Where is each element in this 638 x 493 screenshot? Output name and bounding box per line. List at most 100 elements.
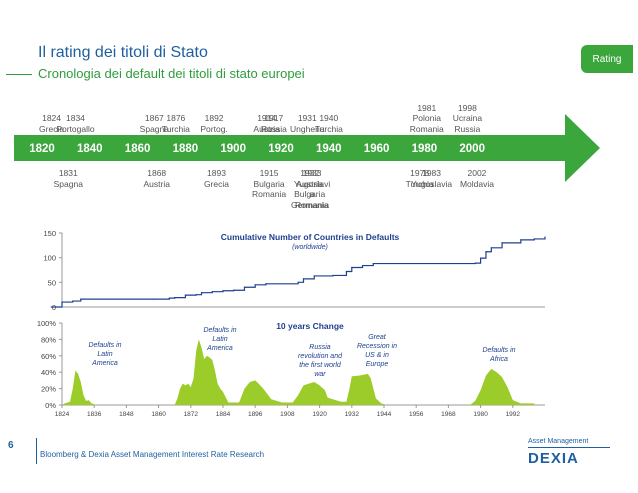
y-tick-label: 100%	[37, 319, 57, 328]
timeline-arrow: 1820 1840 1860 1880 1900 1920 1940 1960 1980 2000	[14, 114, 600, 182]
default-event-countries: Ucraina Russia	[452, 113, 483, 134]
timeline-year-1940: 1940	[316, 143, 342, 155]
cumulative-point	[200, 292, 203, 294]
x-tick-label: 1860	[151, 411, 166, 418]
default-event-year: 1917	[264, 113, 284, 123]
chart-title: Cumulative Number of Countries in Defaul…	[221, 232, 400, 242]
default-event-countries: Spagna	[139, 123, 169, 134]
default-event-year: 1914	[257, 113, 277, 123]
cumulative-point	[233, 289, 235, 291]
y-tick-label: 40%	[41, 368, 56, 377]
default-event-above-1940: 1940 Turchia	[315, 113, 343, 134]
timeline-year-1980: 1980	[412, 143, 438, 155]
cumulative-point	[72, 300, 74, 302]
timeline-year-1920: 1920	[268, 143, 294, 155]
default-event-below-1915: 1915 Bulgaria Romania	[252, 168, 286, 200]
default-event-below-2002: 2002 Moldavia	[460, 168, 494, 189]
x-tick-label: 1980	[473, 411, 488, 418]
default-event-countries: Spagna	[53, 178, 83, 189]
source-note: Bloomberg & Dexia Asset Management Inter…	[40, 450, 265, 459]
x-tick-label: 1884	[216, 411, 231, 418]
footer-divider	[36, 438, 37, 464]
default-event-countries: Bulgaria Romania	[252, 178, 287, 200]
default-event-year: 1876	[166, 113, 186, 123]
cumulative-point	[520, 239, 522, 241]
title-rule	[6, 74, 32, 75]
chart-annotation: Defaults in Africa	[482, 347, 515, 363]
cumulative-point	[485, 251, 487, 253]
cumulative-defaults-line	[51, 236, 546, 308]
default-event-countries: Yugoslavia	[411, 178, 453, 189]
cumulative-point	[361, 264, 364, 267]
timeline-year-1880: 1880	[173, 143, 199, 155]
cumulative-point	[345, 270, 348, 273]
cumulative-point	[243, 286, 246, 288]
default-event-year: 1933	[302, 168, 322, 178]
page-number: 6	[8, 440, 14, 451]
y-tick-label: 50	[48, 278, 56, 287]
timeline-year-2000: 2000	[459, 143, 485, 155]
section-tag: Rating	[581, 45, 633, 73]
x-tick-label: 1968	[441, 411, 456, 418]
brand-logo: Asset Management DEXIA	[528, 438, 610, 467]
default-event-year: 1998	[457, 102, 477, 113]
default-event-year: 1978	[410, 168, 430, 178]
default-event-below-1978: 1978 Turchia	[406, 168, 434, 189]
default-event-countries: Turchia	[161, 123, 190, 134]
x-tick-label: 1824	[55, 411, 70, 418]
default-event-below-1831: 1831 Spagna	[54, 168, 83, 189]
cumulative-point	[313, 275, 315, 277]
brand-tagline: Asset Management	[528, 438, 610, 448]
chart-annotation: Russia revolution and the first world war	[298, 344, 343, 378]
default-event-year: 1834	[65, 113, 85, 123]
page-title: Il rating dei titoli di Stato	[38, 44, 208, 61]
default-event-above-1931: 1931 Ungheria	[290, 113, 325, 134]
default-event-year: 1915	[259, 168, 279, 178]
cumulative-point	[544, 236, 546, 238]
default-event-countries: Turchia	[314, 123, 343, 134]
cumulative-point	[297, 281, 299, 283]
x-tick-label: 1872	[184, 411, 199, 418]
cumulative-point	[302, 278, 305, 280]
cumulative-point	[80, 298, 82, 300]
cumulative-point	[490, 247, 492, 249]
default-event-above-1892: 1892 Portog.	[200, 113, 227, 134]
x-tick-label: 1932	[345, 411, 360, 418]
default-event-year: 1824	[42, 113, 62, 123]
ten-year-change-area	[62, 339, 535, 405]
y-tick-label: 20%	[41, 385, 56, 394]
default-event-year: 1932	[300, 168, 320, 178]
default-event-year: 1831	[58, 168, 78, 178]
default-event-year: 1931	[297, 113, 317, 123]
default-event-year: 1867	[144, 113, 164, 123]
cumulative-point	[66, 301, 68, 303]
default-event-countries: Grecia	[39, 123, 65, 134]
timeline-arrow-shape	[14, 114, 600, 182]
default-event-above-1914: 1914 Austria	[253, 113, 279, 134]
default-event-countries: Polonia Romania	[409, 113, 444, 134]
default-event-countries: Russia	[260, 123, 287, 134]
default-event-year: 1981	[417, 102, 437, 113]
timeline-year-1960: 1960	[364, 143, 390, 155]
cumulative-point	[332, 274, 334, 277]
cumulative-point	[168, 297, 170, 299]
x-tick-label: 1836	[87, 411, 102, 418]
cumulative-point	[265, 283, 267, 285]
x-tick-label: 1956	[409, 411, 424, 418]
default-event-countries: Yugoslavi a Romania	[293, 178, 331, 210]
cumulative-point	[50, 306, 52, 308]
default-event-countries: Austria Bulgaria Germania	[291, 178, 329, 210]
default-event-below-1983: 1983 Yugoslavia	[411, 168, 452, 189]
timeline-year-1900: 1900	[220, 143, 246, 155]
x-tick-label: 1992	[506, 411, 521, 418]
y-tick-label: 150	[43, 229, 56, 238]
default-event-countries: Austria	[253, 123, 280, 134]
default-event-year: 1983	[422, 168, 442, 178]
cumulative-point	[533, 238, 535, 240]
brand-name: DEXIA	[528, 450, 579, 467]
chart-annotation: Great Recession in US & in Europe	[357, 334, 397, 368]
x-tick-label: 1944	[377, 411, 392, 418]
timeline-year-1840: 1840	[77, 143, 103, 155]
cumulative-point	[190, 294, 192, 296]
cumulative-point	[372, 262, 374, 265]
